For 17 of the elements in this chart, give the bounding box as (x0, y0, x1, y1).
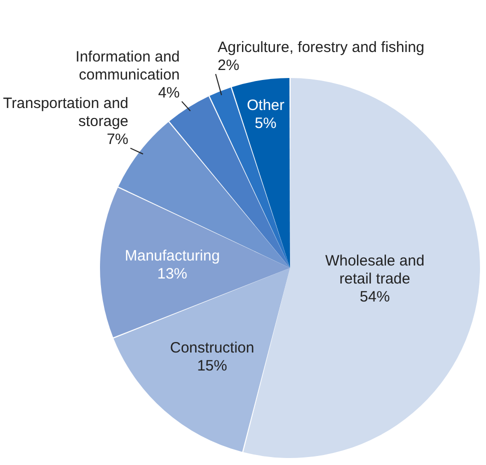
slice-label: Construction (170, 339, 254, 356)
data-label: 13% (157, 265, 188, 282)
slice-label: Other (246, 97, 284, 114)
data-label: 5% (254, 115, 276, 132)
data-label: 2% (218, 57, 240, 74)
slice-label: Wholesale and retail trade (325, 252, 424, 288)
slice-label: Information and communication (76, 48, 180, 84)
data-label: 7% (106, 131, 128, 148)
data-label: 15% (197, 357, 228, 374)
data-label: 54% (360, 288, 390, 306)
data-label: 4% (158, 84, 180, 102)
slice-label: Agriculture, forestry and fishing (218, 39, 424, 56)
slice-label: Transportation and storage (3, 95, 128, 130)
slice-label: Manufacturing (124, 247, 220, 264)
pie-slice (100, 188, 290, 338)
pie-slice (114, 268, 290, 452)
pie-slice (232, 78, 290, 268)
